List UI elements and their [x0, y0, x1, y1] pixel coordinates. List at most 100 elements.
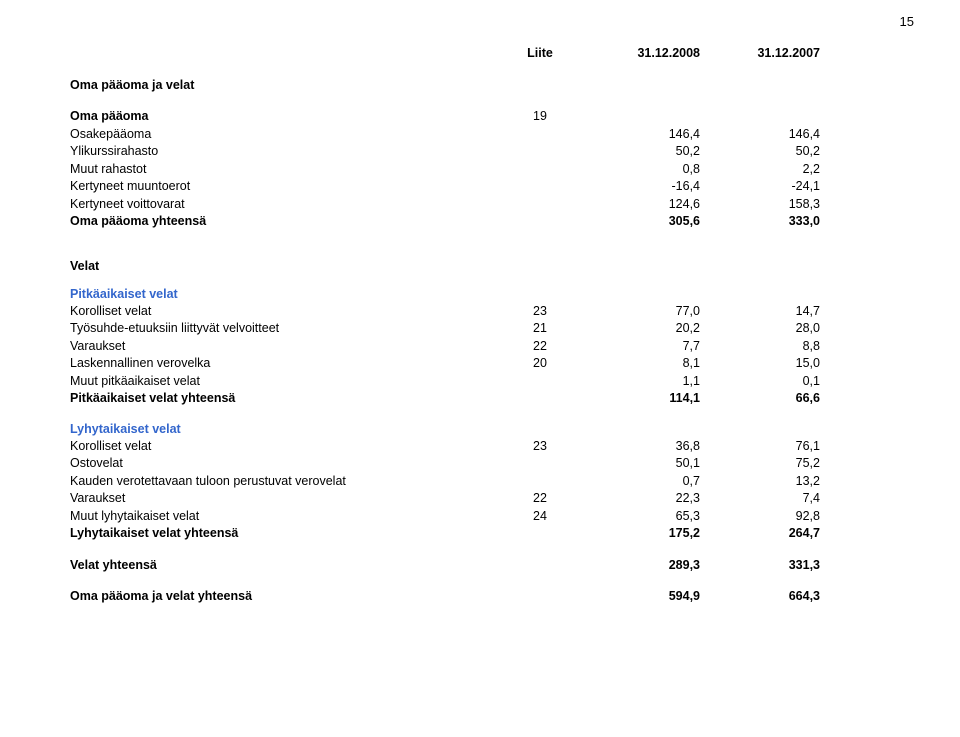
row-b: 92,8 [700, 508, 820, 526]
table-row: Varaukset 22 22,3 7,4 [70, 490, 890, 508]
row-note: 20 [500, 355, 580, 373]
row-a: 8,1 [580, 355, 700, 373]
column-header-row: Liite 31.12.2008 31.12.2007 [70, 46, 890, 60]
row-a: 0,8 [580, 161, 700, 179]
row-note: 23 [500, 438, 580, 456]
row-note [500, 473, 580, 491]
row-label: Velat yhteensä [70, 557, 500, 575]
row-note [500, 390, 580, 408]
table-row: Muut rahastot 0,8 2,2 [70, 161, 890, 179]
row-b: 264,7 [700, 525, 820, 543]
page-number: 15 [900, 14, 914, 29]
table-row: Työsuhde-etuuksiin liittyvät velvoitteet… [70, 320, 890, 338]
row-b: 333,0 [700, 213, 820, 231]
long-term-total-row: Pitkäaikaiset velat yhteensä 114,1 66,6 [70, 390, 890, 408]
row-label: Muut pitkäaikaiset velat [70, 373, 500, 391]
row-b: 331,3 [700, 557, 820, 575]
row-note [500, 213, 580, 231]
row-a: 50,2 [580, 143, 700, 161]
row-a: 20,2 [580, 320, 700, 338]
row-label: Kertyneet muuntoerot [70, 178, 500, 196]
row-b: 158,3 [700, 196, 820, 214]
row-note: 21 [500, 320, 580, 338]
table-row: Muut pitkäaikaiset velat 1,1 0,1 [70, 373, 890, 391]
row-a: 77,0 [580, 303, 700, 321]
table-row: Kauden verotettavaan tuloon perustuvat v… [70, 473, 890, 491]
row-a: 1,1 [580, 373, 700, 391]
row-b: 8,8 [700, 338, 820, 356]
row-note [500, 525, 580, 543]
short-term-title: Lyhytaikaiset velat [70, 422, 890, 436]
table-row: Laskennallinen verovelka 20 8,1 15,0 [70, 355, 890, 373]
row-label: Oma pääoma ja velat yhteensä [70, 588, 500, 606]
section-equity-liabilities-title: Oma pääoma ja velat [70, 78, 890, 92]
document-page: 15 Liite 31.12.2008 31.12.2007 Oma pääom… [0, 0, 960, 737]
row-label: Ostovelat [70, 455, 500, 473]
row-b: 664,3 [700, 588, 820, 606]
equity-total-row: Oma pääoma yhteensä 305,6 333,0 [70, 213, 890, 231]
equity-note: 19 [500, 108, 580, 126]
table-row: Osakepääoma 146,4 146,4 [70, 126, 890, 144]
row-label: Kauden verotettavaan tuloon perustuvat v… [70, 473, 500, 491]
row-note [500, 143, 580, 161]
row-a: 7,7 [580, 338, 700, 356]
header-col-b: 31.12.2007 [700, 46, 820, 60]
row-a: 305,6 [580, 213, 700, 231]
table-row: Korolliset velat 23 36,8 76,1 [70, 438, 890, 456]
row-label: Korolliset velat [70, 438, 500, 456]
header-col-a: 31.12.2008 [580, 46, 700, 60]
row-a: 289,3 [580, 557, 700, 575]
row-b: 75,2 [700, 455, 820, 473]
row-note [500, 455, 580, 473]
table-row: Kertyneet voittovarat 124,6 158,3 [70, 196, 890, 214]
row-b: 0,1 [700, 373, 820, 391]
table-row: Ylikurssirahasto 50,2 50,2 [70, 143, 890, 161]
row-b: 14,7 [700, 303, 820, 321]
row-label: Varaukset [70, 338, 500, 356]
row-a: -16,4 [580, 178, 700, 196]
row-label: Korolliset velat [70, 303, 500, 321]
row-a: 36,8 [580, 438, 700, 456]
row-b: 76,1 [700, 438, 820, 456]
header-spacer [70, 46, 500, 60]
equity-b [700, 108, 820, 126]
short-term-total-row: Lyhytaikaiset velat yhteensä 175,2 264,7 [70, 525, 890, 543]
row-b: 146,4 [700, 126, 820, 144]
equity-label: Oma pääoma [70, 108, 500, 126]
row-label: Laskennallinen verovelka [70, 355, 500, 373]
row-a: 65,3 [580, 508, 700, 526]
row-label: Muut rahastot [70, 161, 500, 179]
row-note [500, 178, 580, 196]
table-row: Ostovelat 50,1 75,2 [70, 455, 890, 473]
row-a: 124,6 [580, 196, 700, 214]
row-a: 114,1 [580, 390, 700, 408]
grand-total-row: Oma pääoma ja velat yhteensä 594,9 664,3 [70, 588, 890, 606]
row-label: Kertyneet voittovarat [70, 196, 500, 214]
row-b: 15,0 [700, 355, 820, 373]
row-label: Muut lyhytaikaiset velat [70, 508, 500, 526]
row-label: Pitkäaikaiset velat yhteensä [70, 390, 500, 408]
table-row: Varaukset 22 7,7 8,8 [70, 338, 890, 356]
row-note: 22 [500, 338, 580, 356]
row-a: 22,3 [580, 490, 700, 508]
equity-a [580, 108, 700, 126]
long-term-title: Pitkäaikaiset velat [70, 287, 890, 301]
row-a: 50,1 [580, 455, 700, 473]
row-note [500, 557, 580, 575]
row-label: Oma pääoma yhteensä [70, 213, 500, 231]
equity-header-row: Oma pääoma 19 [70, 108, 890, 126]
row-note [500, 126, 580, 144]
row-b: 7,4 [700, 490, 820, 508]
row-label: Työsuhde-etuuksiin liittyvät velvoitteet [70, 320, 500, 338]
row-b: 66,6 [700, 390, 820, 408]
table-row: Korolliset velat 23 77,0 14,7 [70, 303, 890, 321]
row-label: Ylikurssirahasto [70, 143, 500, 161]
row-note [500, 588, 580, 606]
row-a: 146,4 [580, 126, 700, 144]
row-note [500, 196, 580, 214]
row-note: 23 [500, 303, 580, 321]
row-note [500, 373, 580, 391]
row-b: -24,1 [700, 178, 820, 196]
row-b: 13,2 [700, 473, 820, 491]
table-row: Kertyneet muuntoerot -16,4 -24,1 [70, 178, 890, 196]
